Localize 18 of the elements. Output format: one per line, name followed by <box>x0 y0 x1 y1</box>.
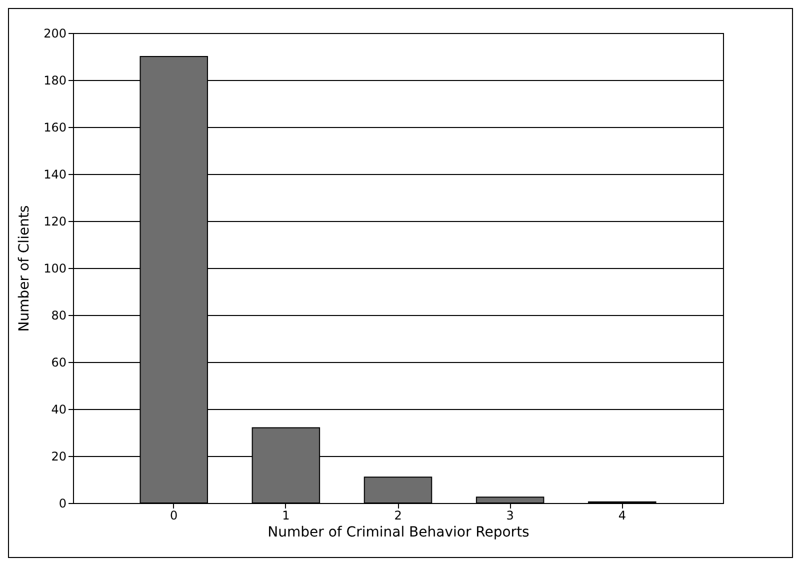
y-tick-label: 140 <box>44 168 66 182</box>
x-tick-label: 2 <box>394 508 402 522</box>
y-tick-label: 160 <box>44 120 66 134</box>
y-tick-label: 40 <box>51 402 66 416</box>
y-tick-label: 200 <box>44 26 66 40</box>
y-tick-label: 120 <box>44 214 66 228</box>
y-tick-label: 80 <box>51 308 66 322</box>
y-tick-label: 180 <box>44 74 66 88</box>
y-tick-label: 0 <box>58 496 66 510</box>
y-tick-label: 60 <box>51 356 66 370</box>
x-tick-label: 4 <box>618 508 626 522</box>
x-tick-label: 0 <box>170 508 178 522</box>
x-tick-label: 3 <box>506 508 514 522</box>
x-axis-title: Number of Criminal Behavior Reports <box>268 524 530 540</box>
y-tick-label: 20 <box>51 450 66 464</box>
y-tick-label: 100 <box>44 262 66 276</box>
x-tick-label: 1 <box>282 508 290 522</box>
y-axis-title: Number of Clients <box>16 205 33 332</box>
